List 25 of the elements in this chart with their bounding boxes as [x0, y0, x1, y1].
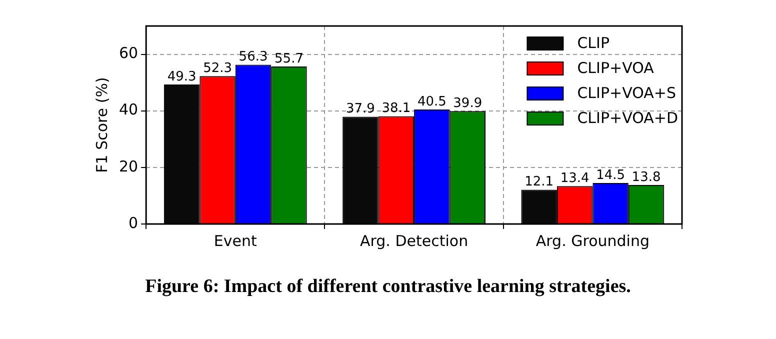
legend-label: CLIP+VOA: [577, 58, 655, 77]
y-tick-label: 40: [118, 100, 138, 119]
legend-label: CLIP+VOA+D: [577, 108, 678, 127]
data-label: 12.1: [524, 174, 554, 190]
x-tick-label: Arg. Grounding: [536, 232, 650, 250]
y-tick-label: 20: [118, 157, 138, 176]
x-tick-label: Event: [214, 232, 258, 250]
caption: Figure 6: Impact of different contrastive learning strategies.: [144, 276, 632, 298]
data-label: 49.3: [167, 69, 196, 84]
y-tick-label: 60: [118, 44, 138, 62]
legend-label: CLIP+VOA+S: [577, 84, 676, 102]
data-label: 39.9: [453, 96, 482, 112]
data-label: 13.4: [560, 170, 590, 186]
y-axis-title: F1 Score (%): [92, 77, 111, 173]
data-label: 55.7: [274, 51, 304, 66]
legend-label: CLIP: [577, 34, 610, 52]
data-label: 52.3: [203, 60, 232, 76]
y-tick-label: 0: [128, 214, 138, 232]
data-label: 38.1: [382, 101, 411, 116]
data-label: 56.3: [238, 50, 268, 65]
data-label: 37.9: [346, 102, 375, 117]
data-label: 13.8: [632, 170, 661, 185]
x-tick-label: Arg. Detection: [360, 232, 468, 250]
data-label: 14.5: [596, 168, 626, 183]
data-label: 40.5: [417, 94, 446, 110]
